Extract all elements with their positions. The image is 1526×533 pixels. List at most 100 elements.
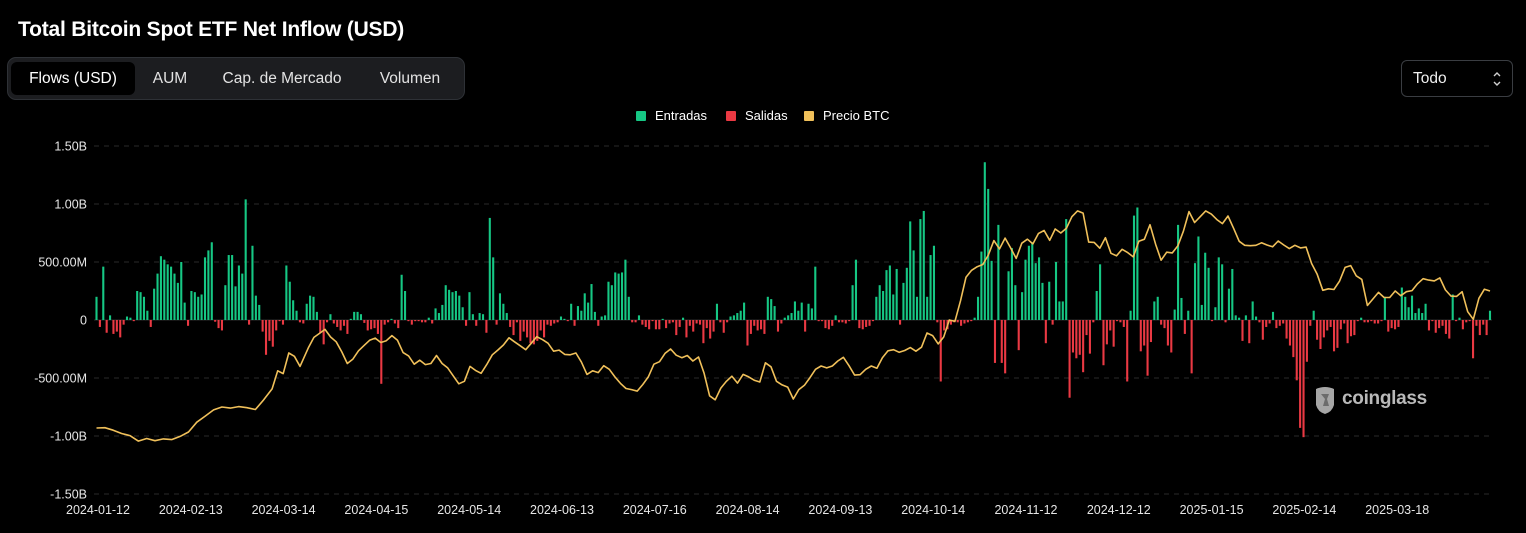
tab-volume[interactable]: Volumen bbox=[379, 70, 441, 87]
x-tick-label: 2024-11-12 bbox=[994, 503, 1057, 517]
outflow-bar bbox=[1316, 320, 1319, 340]
inflow-bar bbox=[309, 295, 312, 320]
inflow-bar bbox=[1414, 313, 1417, 320]
inflow-bar bbox=[919, 219, 922, 320]
inflow-bar bbox=[454, 291, 457, 320]
inflow-bar bbox=[1238, 317, 1241, 320]
inflow-bar bbox=[929, 255, 932, 320]
inflow-bar bbox=[576, 306, 579, 320]
inflow-bar bbox=[224, 285, 227, 320]
outflow-bar bbox=[339, 320, 342, 331]
tab-aum[interactable]: AUM bbox=[152, 70, 188, 87]
inflow-bar bbox=[715, 303, 719, 320]
outflow-bar bbox=[1102, 320, 1105, 366]
outflow-bar bbox=[692, 320, 695, 332]
outflow-bar bbox=[380, 320, 383, 384]
outflow-bar bbox=[956, 320, 959, 323]
x-tick-label: 2024-02-13 bbox=[159, 503, 223, 517]
outflow-bar bbox=[648, 320, 651, 330]
inflow-bar bbox=[1424, 303, 1427, 320]
inflow-bar bbox=[1193, 263, 1197, 320]
range-select-value: Todo bbox=[1413, 70, 1447, 87]
outflow-bar bbox=[722, 320, 725, 333]
outflow-bar bbox=[698, 320, 702, 325]
inflow-bar bbox=[481, 314, 485, 320]
inflow-bar bbox=[1099, 264, 1102, 320]
inflow-bar bbox=[1132, 215, 1136, 320]
inflow-bar bbox=[604, 315, 607, 320]
outflow-bar bbox=[658, 320, 661, 330]
inflow-bar bbox=[1255, 316, 1258, 320]
inflow-bar bbox=[1214, 307, 1217, 320]
outflow-bar bbox=[546, 320, 549, 325]
inflow-bar bbox=[976, 296, 980, 320]
outflow-bar bbox=[485, 320, 488, 333]
outflow-bar bbox=[122, 320, 125, 325]
outflow-bar bbox=[970, 320, 973, 322]
outflow-bar bbox=[868, 320, 871, 326]
inflow-bar bbox=[1407, 307, 1410, 320]
outflow-bar bbox=[1109, 320, 1112, 331]
outflow-bar bbox=[1444, 320, 1447, 334]
outflow-bar bbox=[1387, 320, 1390, 332]
inflow-bar bbox=[234, 286, 237, 320]
outflow-bar bbox=[966, 320, 969, 323]
btc-price-line bbox=[96, 210, 1491, 442]
outflow-bar bbox=[675, 320, 678, 336]
inflow-bar bbox=[770, 299, 773, 320]
outflow-bar bbox=[1288, 320, 1292, 346]
outflow-bar bbox=[1292, 320, 1295, 358]
inflow-bar bbox=[736, 313, 739, 320]
outflow-bar bbox=[1373, 320, 1376, 324]
x-tick-label: 2024-03-14 bbox=[252, 503, 316, 517]
outflow-bar bbox=[1170, 320, 1173, 353]
metric-tabs: Flows (USD) AUM Cap. de Mercado Volumen bbox=[7, 57, 465, 100]
outflow-bar bbox=[475, 320, 478, 326]
outflow-bar bbox=[1119, 320, 1122, 323]
legend-swatch-outflows bbox=[726, 111, 736, 121]
outflow-bar bbox=[709, 320, 712, 339]
inflow-bar bbox=[563, 318, 566, 320]
y-tick-label: -500.00M bbox=[34, 372, 87, 386]
outflow-bar bbox=[1112, 320, 1115, 347]
inflow-bar bbox=[912, 250, 915, 320]
tab-flows-usd[interactable]: Flows (USD) bbox=[11, 62, 135, 95]
inflow-bar bbox=[1014, 285, 1017, 320]
inflow-bar bbox=[851, 285, 854, 320]
outflow-bar bbox=[1336, 320, 1339, 348]
outflow-bar bbox=[753, 320, 756, 326]
range-select[interactable]: Todo bbox=[1401, 60, 1513, 97]
inflow-bar bbox=[427, 317, 430, 320]
inflow-bar bbox=[183, 302, 186, 320]
inflow-bar bbox=[458, 295, 461, 320]
outflow-bar bbox=[1356, 320, 1359, 322]
coinglass-logo-icon bbox=[1316, 387, 1334, 414]
outflow-bar bbox=[393, 320, 396, 324]
outflow-bar bbox=[1343, 320, 1346, 324]
outflow-bar bbox=[1295, 320, 1298, 381]
inflow-bar bbox=[488, 217, 491, 320]
outflow-bar bbox=[1475, 320, 1478, 326]
inflow-bar bbox=[888, 265, 891, 320]
inflow-bar bbox=[176, 282, 179, 320]
outflow-bar bbox=[1126, 320, 1129, 382]
outflow-bar bbox=[1122, 320, 1125, 327]
tab-market-cap[interactable]: Cap. de Mercado bbox=[222, 70, 342, 87]
inflow-bar bbox=[729, 316, 732, 320]
outflow-bar bbox=[1478, 320, 1481, 336]
inflow-bar bbox=[922, 210, 925, 320]
outflow-bar bbox=[1377, 320, 1380, 324]
outflow-bar bbox=[1397, 320, 1400, 327]
x-axis: 2024-01-12 2024-02-13 2024-03-14 2024-04-15… bbox=[66, 503, 1429, 517]
inflow-bar bbox=[1197, 236, 1200, 320]
outflow-bar bbox=[543, 320, 546, 338]
outflow-bar bbox=[526, 320, 529, 338]
outflow-bar bbox=[119, 320, 122, 338]
outflow-bar bbox=[566, 320, 569, 322]
inflow-bar bbox=[997, 224, 1000, 320]
outflow-bar bbox=[861, 320, 864, 330]
inflow-bar bbox=[1173, 309, 1176, 320]
x-tick-label: 2024-04-15 bbox=[344, 503, 408, 517]
inflow-bar bbox=[95, 296, 98, 320]
y-tick-label: -1.00B bbox=[50, 430, 87, 444]
